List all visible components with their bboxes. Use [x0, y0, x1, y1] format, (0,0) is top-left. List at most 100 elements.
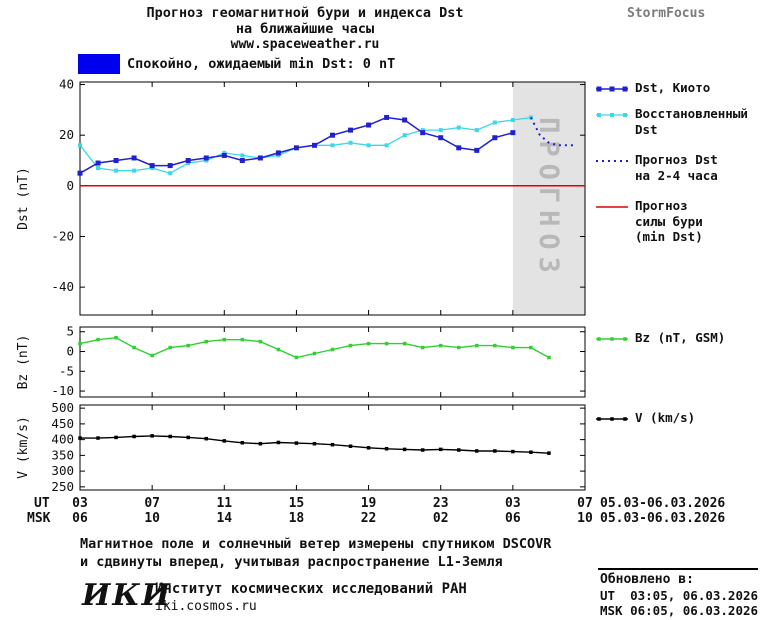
data-point: [384, 143, 389, 148]
data-point: [150, 434, 154, 438]
y-axis-title: Dst (nT): [16, 167, 31, 230]
legend-label-bz: Bz (nT, GSM): [635, 330, 726, 345]
swatch-part: [610, 113, 614, 117]
data-point: [474, 128, 479, 133]
data-point: [258, 339, 263, 344]
data-point: [78, 436, 82, 440]
msk-tick-label: 10: [577, 511, 593, 526]
stormfocus-brand: StormFocus: [627, 6, 706, 21]
data-point: [402, 341, 407, 346]
data-point: [511, 449, 515, 454]
y-tick-label: 0: [66, 178, 74, 193]
data-point: [528, 115, 533, 120]
data-point: [78, 143, 82, 148]
data-point: [222, 150, 227, 155]
data-point: [529, 450, 533, 454]
data-point: [547, 451, 551, 455]
y-tick-label: 350: [51, 447, 74, 462]
v-line-sample: [596, 417, 628, 421]
data-point: [312, 351, 317, 356]
y-tick-label: 450: [51, 416, 74, 431]
data-point: [186, 161, 191, 166]
data-point: [366, 122, 372, 128]
legend-label-dst-kyoto: Dst, Киото: [635, 80, 711, 95]
data-point: [149, 163, 155, 169]
y-tick-label: -20: [51, 228, 74, 243]
data-point: [222, 439, 227, 443]
data-point: [493, 449, 497, 453]
legend-item-restored-dst: Восстановленный Dst: [595, 106, 748, 137]
measurement-note-line2: и сдвинуты вперед, учитывая распростране…: [80, 554, 503, 570]
legend-item-forecast-dst: Прогноз Dst на 2-4 часа: [595, 152, 718, 183]
y-tick-label: 0: [66, 344, 74, 359]
data-point: [114, 335, 118, 340]
y-axis-title: Bz (nT): [16, 335, 31, 390]
swatch-part: [622, 86, 628, 92]
ut-axis-label: UT: [34, 496, 50, 511]
updated-ut-time: UT 03:05, 06.03.2026: [600, 588, 759, 603]
institute-name: Институт космических исследований РАН: [155, 581, 467, 597]
data-point: [114, 435, 118, 440]
swatch-part: [610, 337, 614, 341]
forecast-region: [512, 82, 585, 315]
data-point: [402, 447, 407, 452]
y-tick-label: -10: [51, 383, 74, 398]
data-point: [475, 449, 479, 453]
data-point: [294, 441, 299, 445]
data-point: [204, 339, 208, 344]
data-point: [96, 166, 101, 171]
ut-date-range: 05.03-06.03.2026: [600, 496, 726, 511]
data-point: [420, 130, 426, 136]
data-point: [113, 158, 119, 164]
swatch-part: [610, 417, 614, 421]
data-point: [222, 337, 227, 342]
data-point: [240, 153, 245, 158]
data-point: [420, 345, 425, 350]
ut-tick-label: 23: [433, 496, 449, 511]
dst-kyoto-line-sample: [596, 86, 628, 92]
data-point: [204, 158, 209, 163]
ut-tick-label: 07: [577, 496, 593, 511]
data-point: [150, 353, 154, 358]
data-point: [239, 158, 245, 164]
series-line: [530, 117, 576, 147]
data-point: [438, 128, 443, 133]
y-tick-label: 500: [51, 400, 74, 415]
data-point: [348, 140, 353, 145]
data-point: [132, 345, 136, 350]
iki-logo: ИКИ: [82, 578, 172, 613]
data-point: [95, 160, 101, 166]
legend-label-storm-1: Прогноз: [635, 198, 688, 213]
data-point: [493, 343, 497, 348]
data-point: [456, 125, 461, 130]
bz-line-sample: [596, 337, 628, 341]
data-point: [114, 168, 119, 173]
data-point: [492, 135, 498, 141]
swatch-part: [597, 417, 601, 421]
y-tick-label: 5: [66, 324, 74, 339]
data-point: [276, 153, 281, 158]
data-point: [275, 150, 281, 156]
legend-label-v: V (km/s): [635, 410, 696, 425]
data-point: [204, 436, 208, 441]
data-point: [131, 155, 137, 161]
status-banner-text: Спокойно, ожидаемый min Dst: 0 nT: [127, 56, 396, 72]
measurement-note-line1: Магнитное поле и солнечный ветер измерен…: [80, 536, 552, 552]
y-axis-title: V (km/s): [16, 416, 31, 479]
data-point: [78, 341, 82, 346]
y-tick-label: 250: [51, 479, 74, 494]
plot-frame: [79, 404, 586, 491]
ut-tick-label: 03: [505, 496, 521, 511]
data-point: [186, 343, 190, 348]
data-point: [402, 133, 407, 138]
msk-tick-label: 10: [144, 511, 160, 526]
plot-frame: [79, 81, 586, 316]
y-tick-label: -40: [51, 279, 74, 294]
updated-divider: [598, 568, 758, 570]
data-point: [330, 143, 335, 148]
restored-dst-line-sample: [596, 113, 628, 117]
legend-label-forecast-2: на 2-4 часа: [635, 167, 718, 183]
legend-label-restored-2: Dst: [635, 121, 658, 137]
msk-tick-label: 02: [433, 511, 449, 526]
ut-tick-label: 11: [216, 496, 232, 511]
